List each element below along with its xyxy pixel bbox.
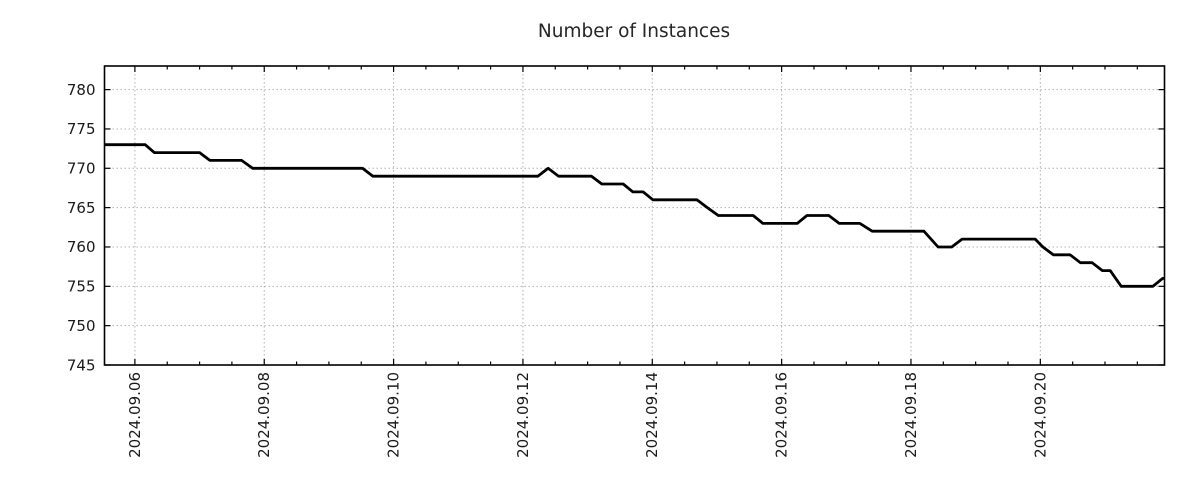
tick-labels: 745 750 755 760 765 770 775 780 2024.09.06 2024.0… (67, 81, 1049, 458)
x-tick-label: 2024.09.10 (385, 372, 403, 458)
data-series (104, 143, 1165, 288)
y-tick-label: 755 (67, 278, 96, 296)
plot-border (103, 65, 1166, 366)
x-tick-label: 2024.09.12 (514, 372, 532, 458)
x-tick-label: 2024.09.06 (126, 372, 144, 458)
x-tick-label: 2024.09.20 (1031, 372, 1049, 458)
y-tick-label: 760 (67, 238, 96, 256)
x-tick-label: 2024.09.08 (255, 372, 273, 458)
x-tick-label: 2024.09.16 (773, 372, 791, 458)
x-tick-label: 2024.09.18 (902, 372, 920, 458)
chart-title: Number of Instances (538, 21, 730, 42)
data-line-instances (104, 143, 1165, 288)
y-tick-label: 770 (67, 160, 96, 178)
x-tick-label: 2024.09.14 (643, 372, 661, 458)
y-tick-label: 780 (67, 81, 96, 99)
y-tick-label: 775 (67, 120, 96, 138)
y-tick-label: 750 (67, 317, 96, 335)
y-tick-label: 765 (67, 199, 96, 217)
grid-lines (104, 66, 1165, 366)
y-tick-label: 745 (67, 356, 96, 374)
axes (103, 65, 1166, 366)
